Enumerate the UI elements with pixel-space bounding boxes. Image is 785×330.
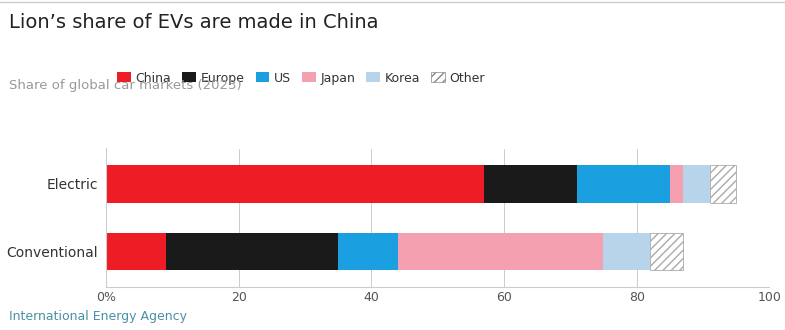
Bar	[670, 165, 683, 203]
Bar	[338, 233, 398, 271]
Bar	[166, 233, 338, 271]
Text: International Energy Agency: International Energy Agency	[9, 311, 188, 323]
Bar	[106, 165, 484, 203]
Bar	[106, 233, 166, 271]
Bar	[577, 165, 670, 203]
Bar	[683, 165, 710, 203]
Bar	[484, 165, 577, 203]
Bar	[650, 233, 683, 271]
Text: Lion’s share of EVs are made in China: Lion’s share of EVs are made in China	[9, 13, 379, 32]
Text: Share of global car markets (2023): Share of global car markets (2023)	[9, 79, 242, 92]
Legend: China, Europe, US, Japan, Korea, Other: China, Europe, US, Japan, Korea, Other	[112, 67, 490, 89]
Bar	[710, 165, 736, 203]
Bar	[604, 233, 650, 271]
Bar	[398, 233, 604, 271]
